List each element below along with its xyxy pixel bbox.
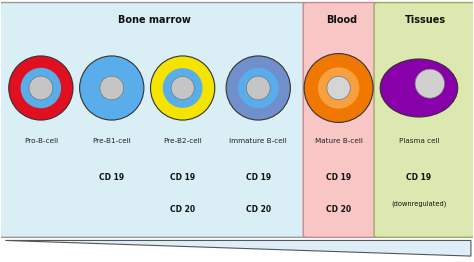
- Text: Pre-B2-cell: Pre-B2-cell: [163, 138, 202, 144]
- Ellipse shape: [100, 76, 124, 100]
- Polygon shape: [5, 241, 471, 256]
- Ellipse shape: [246, 76, 270, 100]
- Ellipse shape: [29, 76, 53, 100]
- Ellipse shape: [327, 76, 350, 100]
- Text: Pre-B1-cell: Pre-B1-cell: [92, 138, 131, 144]
- Text: CD 19: CD 19: [246, 173, 271, 182]
- Text: CD 19: CD 19: [170, 173, 195, 182]
- Text: CD 20: CD 20: [326, 205, 351, 214]
- Ellipse shape: [380, 59, 458, 117]
- Ellipse shape: [318, 67, 359, 109]
- Text: Plasma cell: Plasma cell: [399, 138, 439, 144]
- Ellipse shape: [9, 56, 73, 120]
- Ellipse shape: [21, 68, 61, 108]
- Text: Tissues: Tissues: [404, 15, 446, 25]
- Ellipse shape: [304, 54, 373, 122]
- Text: Immature B-cell: Immature B-cell: [229, 138, 287, 144]
- Text: CD 19: CD 19: [326, 173, 351, 182]
- Ellipse shape: [163, 68, 202, 108]
- Ellipse shape: [415, 69, 445, 98]
- Ellipse shape: [226, 56, 291, 120]
- Ellipse shape: [238, 68, 279, 108]
- Ellipse shape: [91, 68, 132, 108]
- FancyBboxPatch shape: [303, 3, 380, 237]
- Text: CD 20: CD 20: [246, 205, 271, 214]
- Text: Bone marrow: Bone marrow: [118, 15, 191, 25]
- Text: (downregulated): (downregulated): [391, 201, 447, 207]
- Ellipse shape: [151, 56, 215, 120]
- Ellipse shape: [171, 77, 194, 100]
- Text: CD 19: CD 19: [99, 173, 124, 182]
- Text: CD 19: CD 19: [406, 173, 431, 182]
- FancyBboxPatch shape: [374, 3, 474, 237]
- Text: Mature B-cell: Mature B-cell: [315, 138, 363, 144]
- Text: CD 20: CD 20: [170, 205, 195, 214]
- Text: Blood: Blood: [326, 15, 357, 25]
- Text: Pro-B-cell: Pro-B-cell: [24, 138, 58, 144]
- Ellipse shape: [80, 56, 144, 120]
- FancyBboxPatch shape: [0, 3, 310, 237]
